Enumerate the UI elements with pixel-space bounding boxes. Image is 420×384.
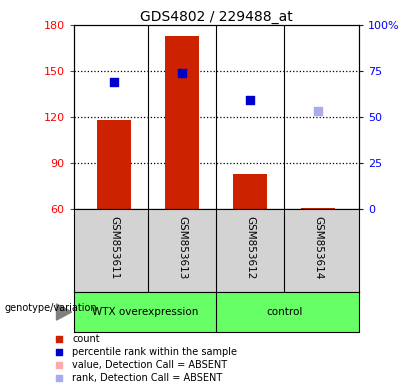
Title: GDS4802 / 229488_at: GDS4802 / 229488_at: [140, 10, 293, 24]
Bar: [233, 174, 267, 209]
Text: value, Detection Call = ABSENT: value, Detection Call = ABSENT: [72, 359, 228, 369]
Bar: [165, 36, 200, 209]
Point: [55, 374, 62, 381]
Bar: [301, 208, 335, 209]
Text: GSM853611: GSM853611: [109, 216, 119, 279]
Text: percentile rank within the sample: percentile rank within the sample: [72, 347, 237, 357]
Point: [111, 79, 118, 85]
Point: [55, 336, 62, 342]
Bar: [216, 292, 359, 332]
Text: genotype/variation: genotype/variation: [4, 303, 97, 313]
Text: GSM853612: GSM853612: [245, 216, 255, 279]
Text: rank, Detection Call = ABSENT: rank, Detection Call = ABSENT: [72, 372, 223, 382]
Text: count: count: [72, 334, 100, 344]
Point: [315, 108, 322, 114]
Point: [55, 361, 62, 367]
Text: GSM853613: GSM853613: [177, 216, 187, 279]
Bar: [97, 120, 131, 209]
Polygon shape: [56, 304, 71, 320]
Bar: [74, 292, 216, 332]
Point: [247, 97, 254, 103]
Point: [55, 349, 62, 355]
Text: control: control: [266, 307, 302, 317]
Text: GSM853614: GSM853614: [313, 216, 323, 279]
Text: WTX overexpression: WTX overexpression: [92, 307, 198, 317]
Point: [179, 70, 186, 76]
